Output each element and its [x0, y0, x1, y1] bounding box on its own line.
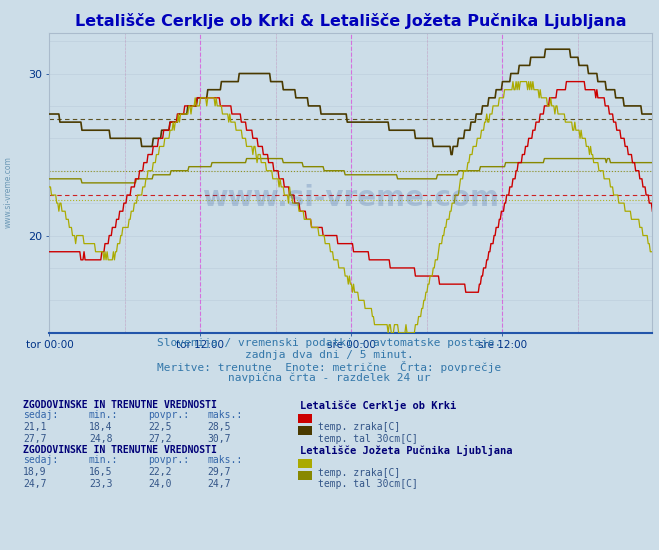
- Text: povpr.:: povpr.:: [148, 410, 189, 420]
- Text: 23,3: 23,3: [89, 479, 113, 489]
- Text: ZGODOVINSKE IN TRENUTNE VREDNOSTI: ZGODOVINSKE IN TRENUTNE VREDNOSTI: [23, 400, 217, 410]
- Text: Slovenija / vremenski podatki - avtomatske postaje.: Slovenija / vremenski podatki - avtomats…: [158, 338, 501, 348]
- Text: povpr.:: povpr.:: [148, 455, 189, 465]
- Text: Letališče Cerklje ob Krki: Letališče Cerklje ob Krki: [300, 400, 456, 411]
- Text: min.:: min.:: [89, 410, 119, 420]
- Text: min.:: min.:: [89, 455, 119, 465]
- Text: 24,8: 24,8: [89, 434, 113, 444]
- Text: Meritve: trenutne  Enote: metrične  Črta: povprečje: Meritve: trenutne Enote: metrične Črta: …: [158, 361, 501, 373]
- Text: temp. tal 30cm[C]: temp. tal 30cm[C]: [318, 479, 418, 489]
- Text: sedaj:: sedaj:: [23, 455, 58, 465]
- Text: temp. zraka[C]: temp. zraka[C]: [318, 468, 400, 477]
- Text: 27,7: 27,7: [23, 434, 47, 444]
- Text: 24,7: 24,7: [23, 479, 47, 489]
- Text: 29,7: 29,7: [208, 468, 231, 477]
- Text: Letališče Jožeta Pučnika Ljubljana: Letališče Jožeta Pučnika Ljubljana: [300, 445, 512, 456]
- Text: temp. tal 30cm[C]: temp. tal 30cm[C]: [318, 434, 418, 444]
- Text: www.si-vreme.com: www.si-vreme.com: [202, 184, 500, 212]
- Text: zadnja dva dni / 5 minut.: zadnja dva dni / 5 minut.: [245, 350, 414, 360]
- Text: www.si-vreme.com: www.si-vreme.com: [3, 157, 13, 228]
- Text: ZGODOVINSKE IN TRENUTNE VREDNOSTI: ZGODOVINSKE IN TRENUTNE VREDNOSTI: [23, 445, 217, 455]
- Text: 16,5: 16,5: [89, 468, 113, 477]
- Text: 28,5: 28,5: [208, 422, 231, 432]
- Title: Letališče Cerklje ob Krki & Letališče Jožeta Pučnika Ljubljana: Letališče Cerklje ob Krki & Letališče Jo…: [75, 13, 627, 29]
- Text: 24,0: 24,0: [148, 479, 172, 489]
- Text: 18,9: 18,9: [23, 468, 47, 477]
- Text: sedaj:: sedaj:: [23, 410, 58, 420]
- Text: 22,2: 22,2: [148, 468, 172, 477]
- Text: maks.:: maks.:: [208, 410, 243, 420]
- Text: 22,5: 22,5: [148, 422, 172, 432]
- Text: 27,2: 27,2: [148, 434, 172, 444]
- Text: 30,7: 30,7: [208, 434, 231, 444]
- Text: navpična črta - razdelek 24 ur: navpična črta - razdelek 24 ur: [228, 373, 431, 383]
- Text: temp. zraka[C]: temp. zraka[C]: [318, 422, 400, 432]
- Text: 24,7: 24,7: [208, 479, 231, 489]
- Text: 21,1: 21,1: [23, 422, 47, 432]
- Text: 18,4: 18,4: [89, 422, 113, 432]
- Text: maks.:: maks.:: [208, 455, 243, 465]
